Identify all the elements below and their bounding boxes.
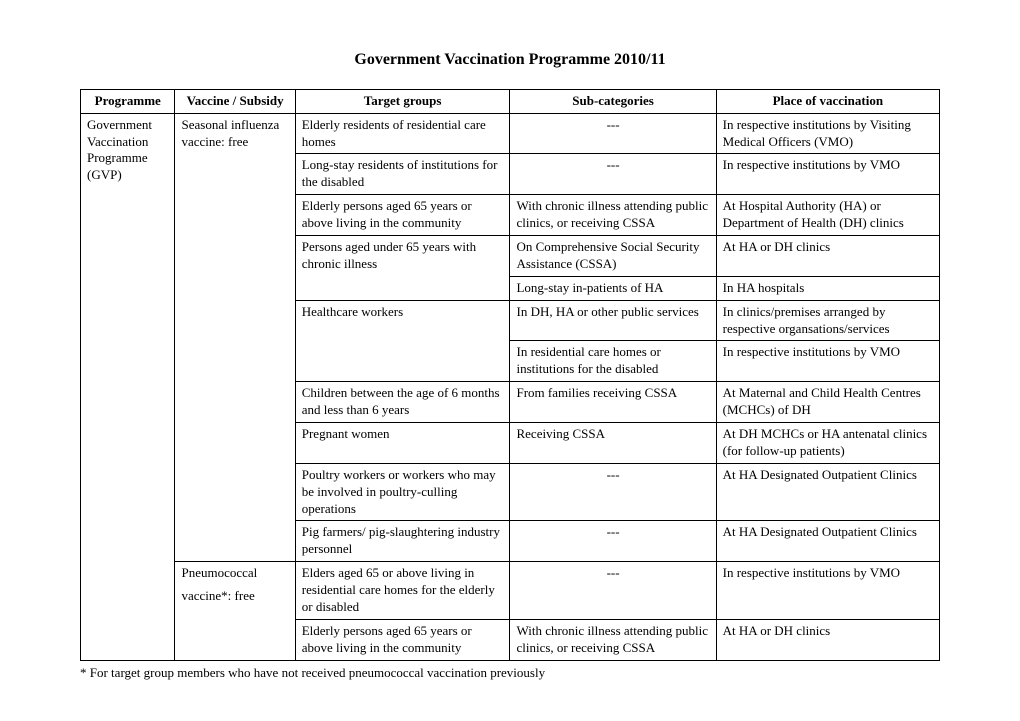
target-cell: Long-stay residents of institutions for … — [295, 154, 510, 195]
target-cell: Elders aged 65 or above living in reside… — [295, 562, 510, 620]
place-cell: At HA or DH clinics — [716, 619, 939, 660]
place-cell: At HA or DH clinics — [716, 235, 939, 276]
col-header: Target groups — [295, 89, 510, 113]
footnote: * For target group members who have not … — [80, 665, 940, 681]
subcat-cell: Long-stay in-patients of HA — [510, 276, 716, 300]
target-cell: Elderly residents of residential care ho… — [295, 113, 510, 154]
subcat-cell: Receiving CSSA — [510, 422, 716, 463]
target-cell: Children between the age of 6 months and… — [295, 382, 510, 423]
table-row: Pneumococcal vaccine*: free Elders aged … — [81, 562, 940, 620]
col-header: Sub-categories — [510, 89, 716, 113]
subcat-cell: --- — [510, 562, 716, 620]
place-cell: In respective institutions by VMO — [716, 562, 939, 620]
target-cell: Poultry workers or workers who may be in… — [295, 463, 510, 521]
place-cell: At HA Designated Outpatient Clinics — [716, 463, 939, 521]
col-header: Programme — [81, 89, 175, 113]
col-header: Vaccine / Subsidy — [175, 89, 295, 113]
target-cell: Elderly persons aged 65 years or above l… — [295, 195, 510, 236]
place-cell: At HA Designated Outpatient Clinics — [716, 521, 939, 562]
place-cell: In clinics/premises arranged by respecti… — [716, 300, 939, 341]
target-cell: Elderly persons aged 65 years or above l… — [295, 619, 510, 660]
subcat-cell: With chronic illness attending public cl… — [510, 195, 716, 236]
target-cell: Pig farmers/ pig-slaughtering industry p… — [295, 521, 510, 562]
vaccine-cell: Pneumococcal vaccine*: free — [175, 562, 295, 660]
subcat-cell: On Comprehensive Social Security Assista… — [510, 235, 716, 276]
vaccination-table: Programme Vaccine / Subsidy Target group… — [80, 89, 940, 661]
subcat-cell: --- — [510, 463, 716, 521]
table-row: Government Vaccination Programme (GVP) S… — [81, 113, 940, 154]
vaccine-line: vaccine*: free — [181, 588, 288, 605]
vaccine-cell: Seasonal influenza vaccine: free — [175, 113, 295, 562]
table-header-row: Programme Vaccine / Subsidy Target group… — [81, 89, 940, 113]
subcat-cell: --- — [510, 154, 716, 195]
place-cell: In respective institutions by VMO — [716, 341, 939, 382]
programme-cell: Government Vaccination Programme (GVP) — [81, 113, 175, 660]
place-cell: At Hospital Authority (HA) or Department… — [716, 195, 939, 236]
place-cell: At DH MCHCs or HA antenatal clinics (for… — [716, 422, 939, 463]
vaccine-line: Pneumococcal — [181, 565, 288, 582]
subcat-cell: With chronic illness attending public cl… — [510, 619, 716, 660]
place-cell: At Maternal and Child Health Centres (MC… — [716, 382, 939, 423]
page-title: Government Vaccination Programme 2010/11 — [80, 51, 940, 69]
place-cell: In HA hospitals — [716, 276, 939, 300]
subcat-cell: From families receiving CSSA — [510, 382, 716, 423]
place-cell: In respective institutions by VMO — [716, 154, 939, 195]
subcat-cell: In DH, HA or other public services — [510, 300, 716, 341]
target-cell: Persons aged under 65 years with chronic… — [295, 235, 510, 300]
subcat-cell: --- — [510, 521, 716, 562]
target-cell: Healthcare workers — [295, 300, 510, 382]
subcat-cell: --- — [510, 113, 716, 154]
subcat-cell: In residential care homes or institution… — [510, 341, 716, 382]
col-header: Place of vaccination — [716, 89, 939, 113]
target-cell: Pregnant women — [295, 422, 510, 463]
place-cell: In respective institutions by Visiting M… — [716, 113, 939, 154]
